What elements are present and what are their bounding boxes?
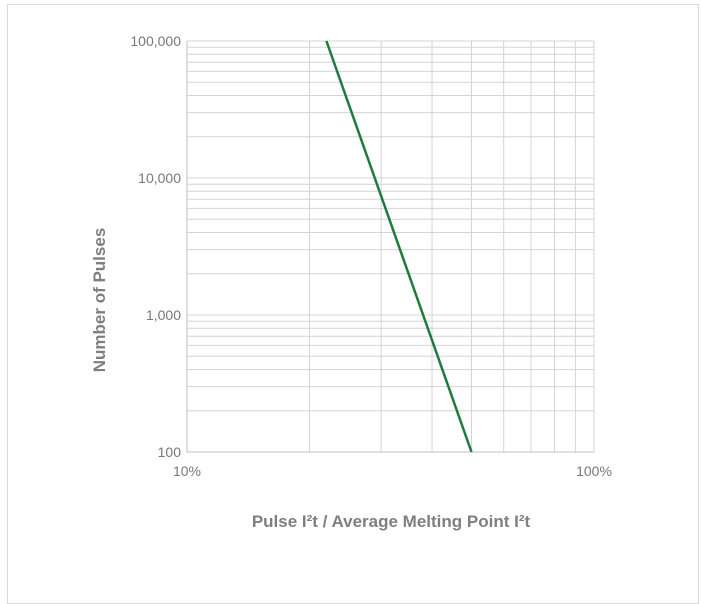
y-tick-label: 1,000: [146, 307, 181, 323]
x-tick-label: 100%: [576, 463, 612, 479]
y-axis-title: Number of Pulses: [90, 228, 109, 373]
chart-frame: [7, 4, 699, 604]
y-tick-label: 100: [158, 444, 182, 460]
y-tick-label: 100,000: [130, 33, 181, 49]
x-tick-labels: 10% 100%: [173, 463, 612, 479]
x-tick-label: 10%: [173, 463, 201, 479]
series-line: [325, 40, 473, 453]
grid: [186, 40, 595, 453]
y-tick-label: 10,000: [138, 170, 181, 186]
fuse-pulse-chart: 100 1,000 10,000 100,000 10% 100% Pulse I²t …: [90, 33, 612, 531]
y-tick-labels: 100 1,000 10,000 100,000: [130, 33, 181, 460]
series-layer: [325, 40, 473, 453]
x-axis-title: Pulse I²t / Average Melting Point I²t: [252, 512, 531, 531]
